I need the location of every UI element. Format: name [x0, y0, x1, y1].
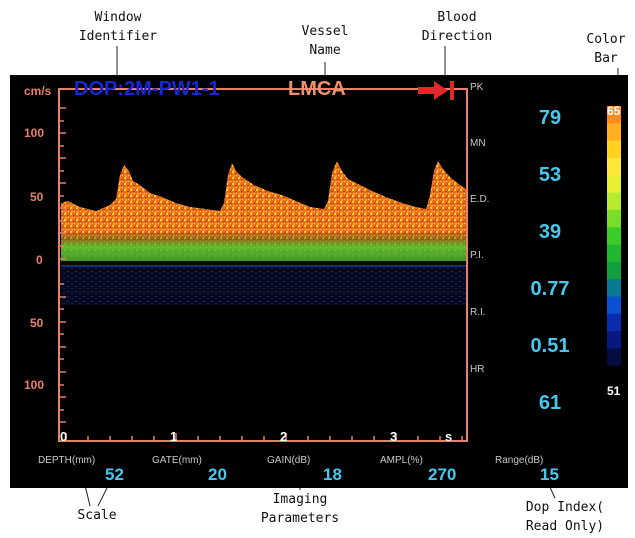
y-axis-ticks — [59, 107, 66, 423]
param-value-range: 15 — [540, 465, 559, 484]
color-bar-segment — [607, 157, 621, 176]
x-tick-label: 2 — [280, 429, 288, 444]
param-label-ampl: AMPL(%) — [380, 455, 423, 466]
color-bar-segment — [607, 313, 621, 332]
color-bar-segment — [607, 140, 621, 159]
y-tick-label: 0 — [36, 253, 43, 267]
annotation-scale: Scale — [77, 508, 117, 523]
annotation-color-bar: Color Bar — [586, 32, 626, 66]
param-label-depth: DEPTH(mm) — [38, 455, 96, 466]
color-bar-min: 51 — [607, 384, 621, 398]
param-value-ampl: 270 — [428, 465, 457, 484]
index-value-pi: 0.77 — [530, 278, 570, 300]
color-bar-segment — [607, 365, 621, 384]
color-bar-segment — [607, 106, 621, 124]
doppler-screen: cm/s DOP:2M-PW1-1 LMCA 100 50 0 50 100 0… — [10, 75, 628, 488]
param-label-range: Range(dB) — [495, 455, 544, 466]
color-bar — [607, 106, 621, 384]
index-label-pk: PK — [470, 82, 484, 93]
color-bar-segment — [607, 261, 621, 280]
color-bar-segment — [607, 331, 621, 349]
annotation-vessel-name: Vessel Name — [301, 24, 349, 58]
param-value-gate: 20 — [208, 465, 227, 484]
param-value-depth: 52 — [105, 465, 124, 484]
annotation-dop-index: Dop Index( Read Only) — [525, 500, 605, 534]
index-label-ed: E.D. — [470, 194, 490, 205]
color-bar-segment — [607, 227, 621, 245]
x-axis-ticks — [65, 433, 463, 441]
color-bar-segment — [607, 123, 621, 142]
color-bar-segment — [607, 296, 621, 315]
baseline — [61, 261, 466, 265]
color-bar-segment — [607, 209, 621, 228]
index-value-pk: 79 — [538, 107, 562, 129]
param-label-gain: GAIN(dB) — [267, 455, 311, 466]
spectral-doppler-plot — [58, 81, 621, 442]
annotation-blood-direction: Blood Direction — [421, 10, 493, 44]
x-tick-label: 0 — [60, 429, 68, 444]
vessel-name: LMCA — [288, 78, 346, 100]
color-bar-segment — [607, 279, 621, 297]
index-label-pi: P.I. — [470, 250, 484, 261]
reverse-flow-noise — [61, 265, 466, 305]
x-tick-label: 3 — [390, 429, 398, 444]
spectrum-low-velocity-band — [61, 161, 466, 261]
plot-frame — [58, 88, 468, 442]
color-bar-segment — [607, 175, 621, 194]
index-label-hr: HR — [470, 364, 485, 375]
annotation-imaging-parameters: Imaging Parameters — [260, 492, 340, 526]
window-identifier: DOP:2M-PW1-1 — [74, 78, 220, 100]
color-bar-segment — [607, 192, 621, 211]
index-value-mn: 53 — [538, 164, 562, 186]
param-value-gain: 18 — [323, 465, 342, 484]
blood-direction-arrow — [418, 81, 454, 100]
color-bar-segment — [607, 348, 621, 367]
y-tick-label: 50 — [30, 190, 44, 204]
annotation-window-identifier: Window Identifier — [78, 10, 158, 44]
index-value-ed: 39 — [538, 221, 562, 243]
y-tick-label: 100 — [24, 378, 45, 392]
x-tick-label: 1 — [170, 429, 178, 444]
index-label-mn: MN — [470, 138, 486, 149]
velocity-unit: cm/s — [24, 84, 52, 98]
color-bar-max: 65 — [607, 104, 621, 118]
index-value-hr: 61 — [538, 392, 562, 414]
y-tick-label: 100 — [24, 126, 45, 140]
index-value-ri: 0.51 — [530, 335, 570, 357]
index-label-ri: R.I. — [470, 307, 486, 318]
param-label-gate: GATE(mm) — [152, 455, 202, 466]
color-bar-segment — [607, 244, 621, 263]
y-tick-label: 50 — [30, 316, 44, 330]
x-axis-unit: s — [445, 429, 453, 444]
